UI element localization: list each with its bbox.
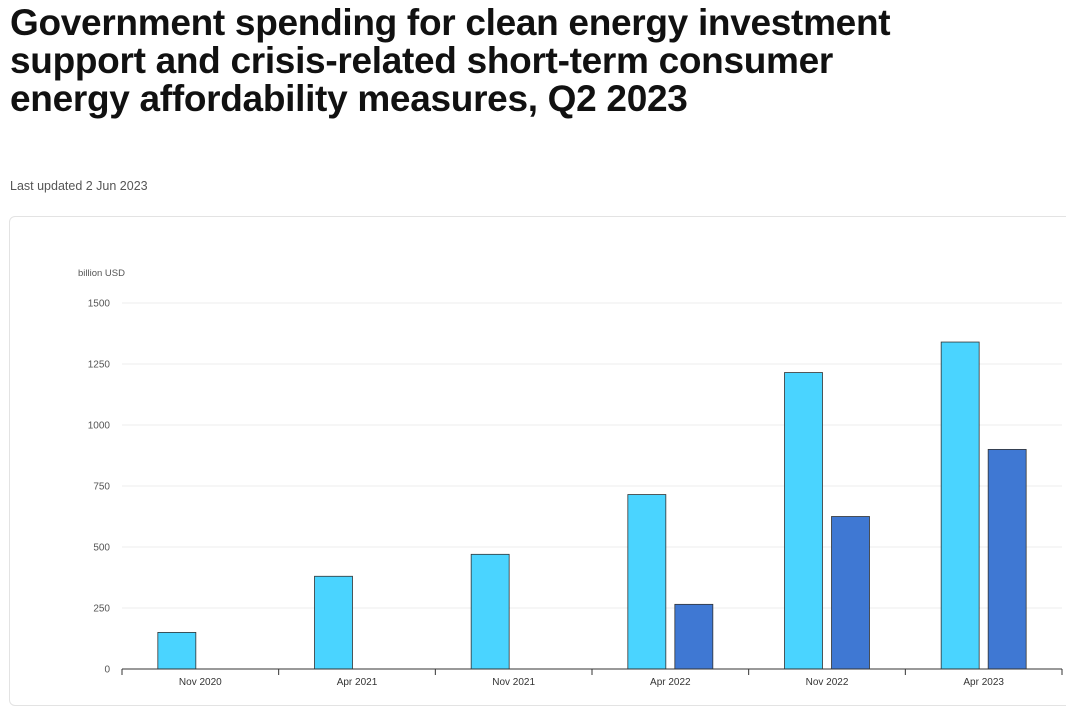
bar-series-1 [314,575,353,670]
last-updated-text: Last updated 2 Jun 2023 [10,179,148,193]
x-tick-label: Nov 2020 [179,677,222,688]
bar-series-2 [674,603,714,670]
page-title: Government spending for clean energy inv… [10,2,891,119]
y-tick-label: 250 [93,604,110,615]
x-axis: Nov 2020 Apr 2021 Nov 2021 Apr 2022 Nov 2022… [121,668,1063,688]
y-tick-label: 750 [93,482,110,493]
y-tick-label: 1250 [88,360,111,371]
chart-card: 0 250 500 750 1000 1250 1500 Nov 2020 Apr 2021 N… [9,216,1066,706]
bar-series-1 [940,341,980,670]
bar-series-2 [987,448,1027,670]
bar-series-2 [831,516,870,670]
bar-series-1 [627,494,667,670]
bar-series-1 [784,372,823,670]
x-tick-label: Nov 2022 [806,677,849,688]
y-tick-label: 0 [104,665,110,676]
y-tick-label: 1000 [88,421,111,432]
x-tick-label: Apr 2023 [963,677,1004,688]
y-axis-ticks: 0 250 500 750 1000 1250 1500 [88,299,111,676]
y-tick-label: 500 [93,543,110,554]
y-axis-unit-label: billion USD [78,268,125,279]
grid-lines [122,302,1062,609]
y-tick-label: 1500 [88,299,111,310]
bar-series-1 [157,631,197,670]
bars [157,341,1027,670]
bar-series-1 [470,553,510,670]
x-tick-label: Apr 2022 [650,677,691,688]
x-tick-label: Nov 2021 [492,677,535,688]
x-tick-label: Apr 2021 [337,677,378,688]
